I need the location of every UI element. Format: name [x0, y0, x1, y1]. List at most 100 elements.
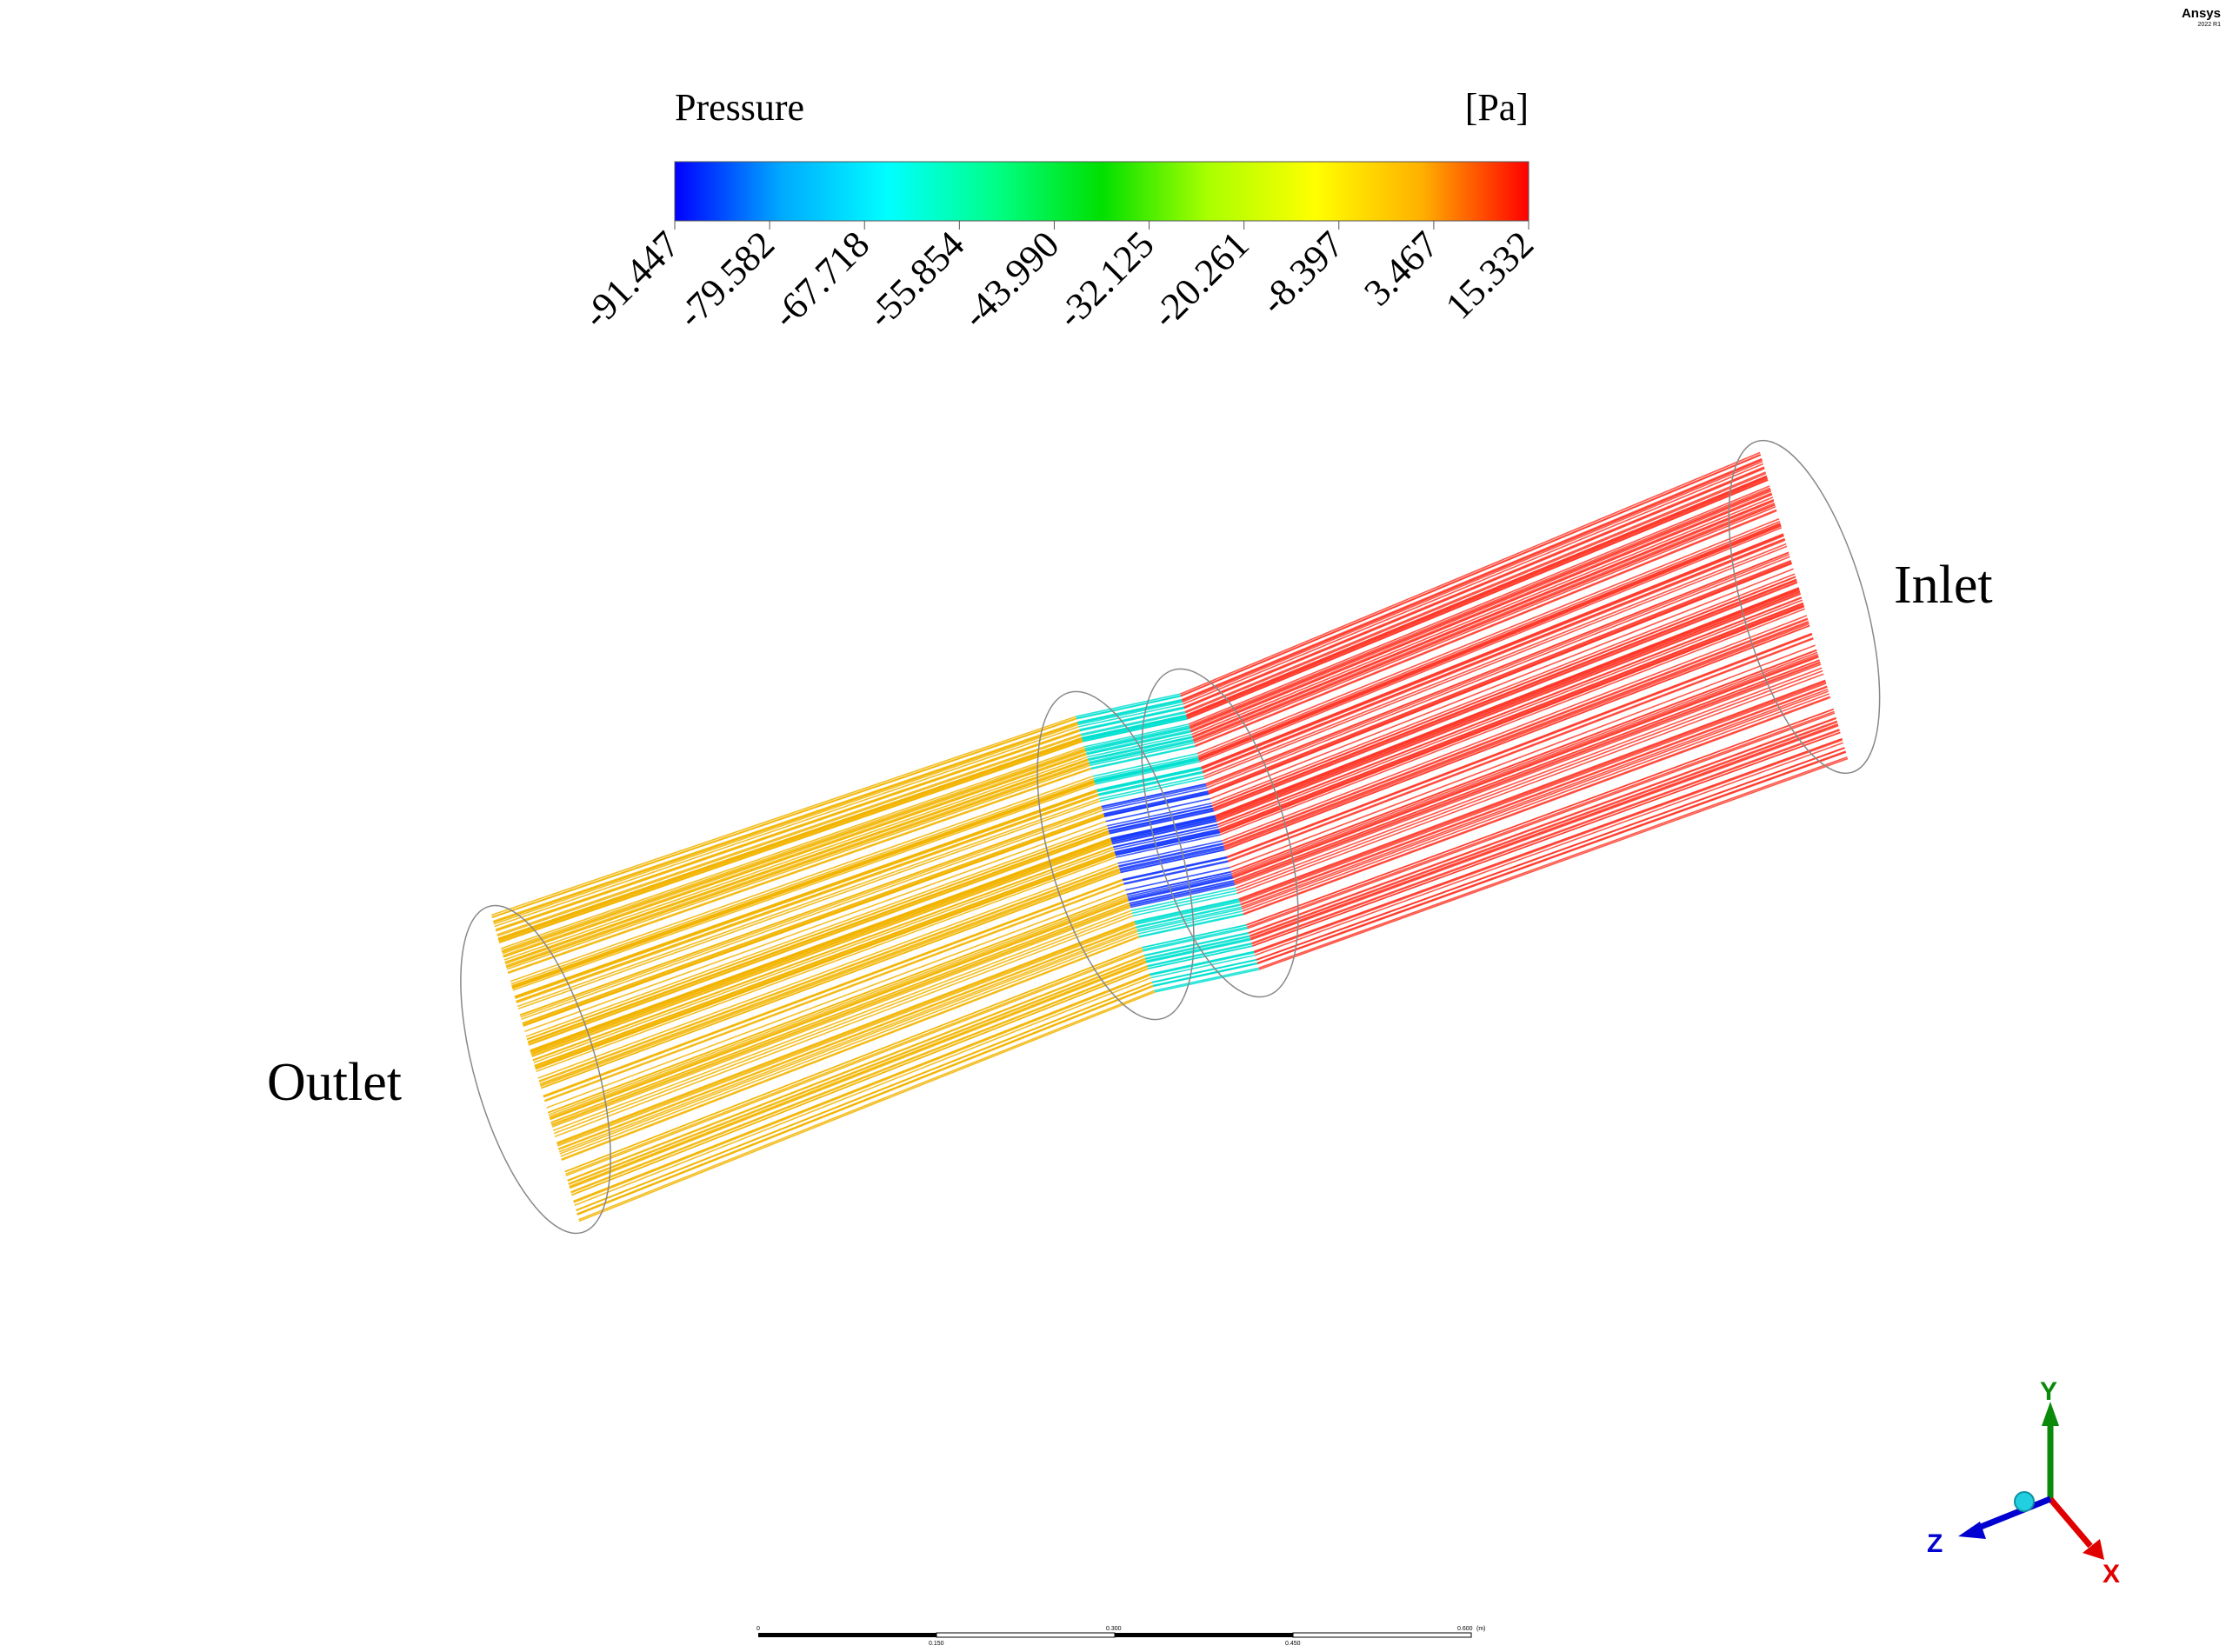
streamline-segment — [538, 866, 1119, 1082]
streamline-segment — [1202, 537, 1785, 773]
streamline-segment — [1196, 517, 1780, 755]
x-axis-arrow — [2083, 1539, 2104, 1560]
scale-segment-2 — [936, 1632, 1116, 1638]
streamline-segment — [1135, 900, 1240, 924]
streamline-segment — [1224, 624, 1810, 851]
y-axis-arrow — [2042, 1402, 2059, 1426]
streamline-segment — [1118, 843, 1223, 867]
legend-colorbar — [674, 161, 1530, 222]
inlet-face — [1728, 439, 1881, 775]
pipe-outlines — [460, 439, 1881, 1235]
streamline-segment — [551, 906, 1131, 1128]
streamline-segment — [1234, 662, 1821, 884]
streamline-segment — [554, 915, 1134, 1137]
streamline-segment — [1102, 784, 1207, 809]
streamline-segment — [514, 789, 1097, 997]
streamline-segment — [515, 790, 1098, 1000]
streamline-segment — [574, 976, 1151, 1206]
streamline-segment — [1076, 698, 1183, 723]
streamline-segment — [1147, 943, 1252, 968]
streamline-segment — [511, 781, 1096, 989]
streamline-segment — [528, 832, 1110, 1046]
streamline-segment — [1183, 466, 1765, 708]
scale-label-0300: 0.300 — [1106, 1626, 1122, 1632]
streamline-segment — [1236, 669, 1823, 892]
streamline-segment — [1250, 724, 1839, 941]
streamline-segment — [1248, 717, 1837, 935]
streamline-segment — [1226, 633, 1813, 858]
streamline-segment — [1096, 767, 1202, 792]
streamline-segment — [1084, 725, 1190, 749]
legend-tick-label: -32.125 — [1049, 223, 1163, 336]
streamline-segment — [497, 733, 1082, 936]
streamline-segment — [1250, 723, 1839, 940]
streamline-segment — [1086, 730, 1191, 756]
streamline-segment — [549, 897, 1129, 1118]
streamline-segment — [1110, 816, 1216, 842]
streamline-segment — [522, 813, 1104, 1024]
streamline-segment — [1150, 951, 1255, 976]
outlet-label: Outlet — [267, 1053, 402, 1112]
streamline-segment — [1123, 860, 1229, 884]
streamline-segment — [1076, 695, 1182, 720]
streamline-segment — [534, 851, 1116, 1067]
streamline-segment — [1098, 772, 1203, 796]
streamline-segment — [546, 889, 1126, 1109]
streamline-segment — [1185, 472, 1767, 714]
streamline-segment — [1096, 766, 1202, 791]
scale-label-0150: 0.150 — [929, 1641, 944, 1647]
streamline-segment — [1253, 738, 1843, 953]
streamline-segment — [1230, 644, 1816, 869]
streamline-segment — [1115, 830, 1220, 855]
z-axis-line — [1970, 1495, 2052, 1534]
streamline-segment — [539, 868, 1120, 1085]
streamline-segment — [511, 779, 1095, 987]
streamline-segment — [1189, 489, 1771, 729]
streamline-segment — [1083, 723, 1190, 748]
streamline-segment — [493, 723, 1079, 925]
streamline-segment — [1223, 618, 1809, 845]
streamline-segment — [1184, 471, 1766, 713]
streamline-segment — [1110, 815, 1216, 840]
streamline-segment — [532, 846, 1114, 1061]
legend-tick-label: -91.447 — [574, 223, 688, 336]
streamline-segment — [1119, 847, 1225, 872]
streamline-segment — [1198, 524, 1782, 761]
streamline-segment — [1113, 826, 1219, 850]
streamline-segment — [1191, 499, 1775, 738]
streamline-segment — [557, 926, 1136, 1149]
streamline-segment — [1220, 608, 1805, 836]
streamline-segment — [1228, 637, 1814, 863]
streamline-segment — [500, 746, 1085, 949]
streamline-segment — [507, 767, 1091, 974]
streamline-segment — [1216, 590, 1801, 821]
streamline-segment — [1191, 496, 1774, 736]
streamline-segment — [1146, 939, 1251, 963]
streamline-segment — [1192, 500, 1775, 739]
streamline-segment — [1115, 831, 1221, 856]
streamline-segment — [1197, 523, 1781, 759]
streamline-segment — [1208, 561, 1792, 794]
streamline-segment — [550, 900, 1130, 1121]
streamline-segment — [1230, 649, 1817, 873]
streamline-segment — [540, 871, 1121, 1089]
streamline-segment — [530, 837, 1111, 1052]
triad-y-label: Y — [2040, 1377, 2057, 1406]
legend-title: Pressure — [675, 86, 805, 129]
streamline-segment — [497, 736, 1083, 940]
streamline-segment — [1193, 503, 1776, 742]
streamline-segment — [1219, 604, 1804, 832]
streamline-segment — [1083, 717, 1188, 743]
streamline-segment — [1256, 750, 1846, 964]
streamline-segment — [558, 927, 1137, 1150]
streamline-segment — [1082, 714, 1187, 739]
axis-triad[interactable]: Y X Z — [1927, 1377, 2120, 1589]
streamline-segment — [1105, 797, 1210, 823]
legend-tick-label: -67.718 — [764, 223, 878, 336]
streamline-segment — [1208, 563, 1792, 795]
streamline-segment — [1128, 877, 1234, 902]
scale-segment-3 — [1115, 1633, 1293, 1637]
streamline-segment — [1089, 738, 1194, 763]
streamline-segment — [503, 756, 1088, 961]
